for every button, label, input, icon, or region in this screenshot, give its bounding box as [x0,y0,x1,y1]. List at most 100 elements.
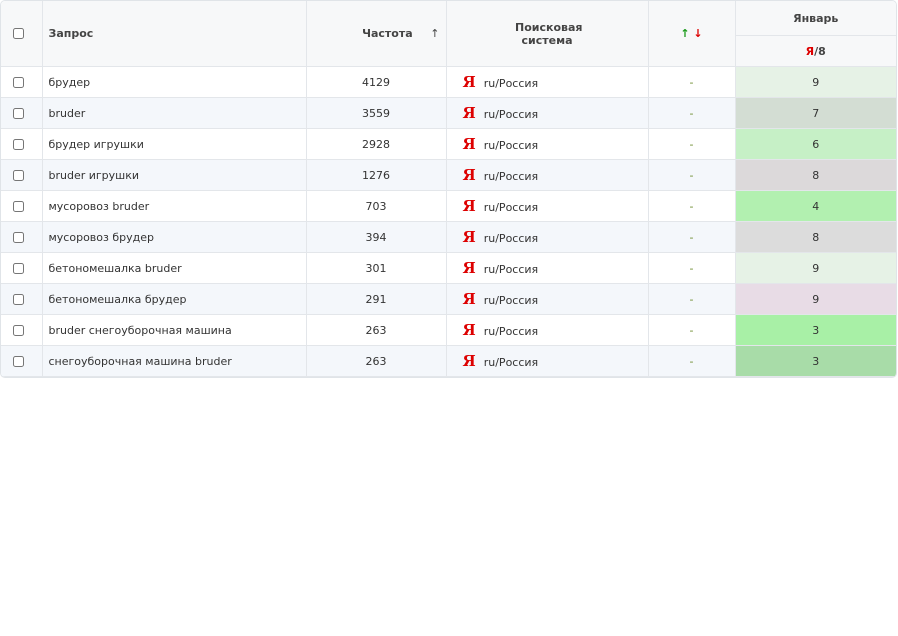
position: 6 [735,128,896,160]
frequency: 1276 [306,159,447,191]
change: - [689,323,694,337]
change: - [689,230,694,244]
position: 3 [735,314,896,346]
change: - [689,137,694,151]
change-cell: - [648,97,736,129]
engine-logo: Я [462,197,476,215]
header-change-cell: ↑ ↓ [648,1,736,67]
header-month: Январь [735,1,896,36]
check-cell [1,252,43,284]
position: 9 [735,66,896,98]
row-checkbox[interactable] [13,107,24,119]
frequency: 263 [306,345,447,377]
row-checkbox[interactable] [13,293,24,305]
check-cell [1,190,43,222]
change-cell: - [648,128,736,160]
change-cell: - [648,159,736,191]
row-checkbox[interactable] [13,324,24,336]
engine-logo: Я [462,104,476,122]
position: 9 [735,252,896,284]
change: - [689,199,694,213]
engine-region: ru/Россия [483,263,539,276]
row-checkbox[interactable] [13,355,24,367]
position: 7 [735,97,896,129]
header-engine-cell: Поисковая система [446,1,649,67]
query-table: Запрос Частота ↑ Поисковая система ↑ ↓ Ян… [1,1,896,377]
change: - [689,106,694,120]
change-cell: - [648,314,736,346]
query: брудер игрушки [42,128,307,160]
query: мусоровоз bruder [42,190,307,222]
frequency: 291 [306,283,447,315]
header-query: Запрос [42,1,307,67]
position: 8 [735,159,896,191]
header-frequency-cell[interactable]: Частота ↑ [306,1,447,67]
header-engine-region: /8 [814,44,826,58]
check-cell [1,128,43,160]
change: - [689,168,694,182]
frequency: 4129 [306,66,447,98]
check-cell [1,97,43,129]
engine-logo: Я [462,228,476,246]
row-checkbox[interactable] [13,200,24,212]
change-cell: - [648,345,736,377]
engine-logo: Я [462,166,476,184]
header-month-engine: Я/8 [735,35,896,67]
header-engine-logo: Я [805,44,815,58]
row-checkbox[interactable] [13,169,24,181]
check-cell [1,314,43,346]
change-cell: - [648,252,736,284]
frequency: 703 [306,190,447,222]
row-checkbox[interactable] [13,76,24,88]
header-engine: Поисковая система [515,20,583,47]
query: мусоровоз брудер [42,221,307,253]
query: bruder игрушки [42,159,307,191]
engine-logo: Я [462,73,476,91]
query: снегоуборочная машина bruder [42,345,307,377]
change-cell: - [648,190,736,222]
engine-region: ru/Россия [483,325,539,338]
change-cell: - [648,283,736,315]
engine-logo: Я [462,290,476,308]
row-checkbox[interactable] [13,231,24,243]
position: 8 [735,221,896,253]
engine-logo: Я [462,352,476,370]
frequency: 3559 [306,97,447,129]
engine-region: ru/Россия [483,170,539,183]
query: бетономешалка bruder [42,252,307,284]
query: брудер [42,66,307,98]
change-cell: - [648,66,736,98]
header-frequency: Частота [362,27,413,40]
frequency: 394 [306,221,447,253]
query: бетономешалка брудер [42,283,307,315]
engine-region: ru/Россия [483,356,539,369]
select-all-checkbox[interactable] [13,28,24,39]
query: bruder [42,97,307,129]
engine-region: ru/Россия [483,77,539,90]
row-checkbox[interactable] [13,138,24,150]
engine-logo: Я [462,321,476,339]
engine-region: ru/Россия [483,294,539,307]
engine-region: ru/Россия [483,232,539,245]
check-cell [1,66,43,98]
frequency: 2928 [306,128,447,160]
position: 3 [735,345,896,377]
header-check-cell [1,1,43,67]
change: - [689,75,694,89]
row-checkbox[interactable] [13,262,24,274]
change: - [689,261,694,275]
